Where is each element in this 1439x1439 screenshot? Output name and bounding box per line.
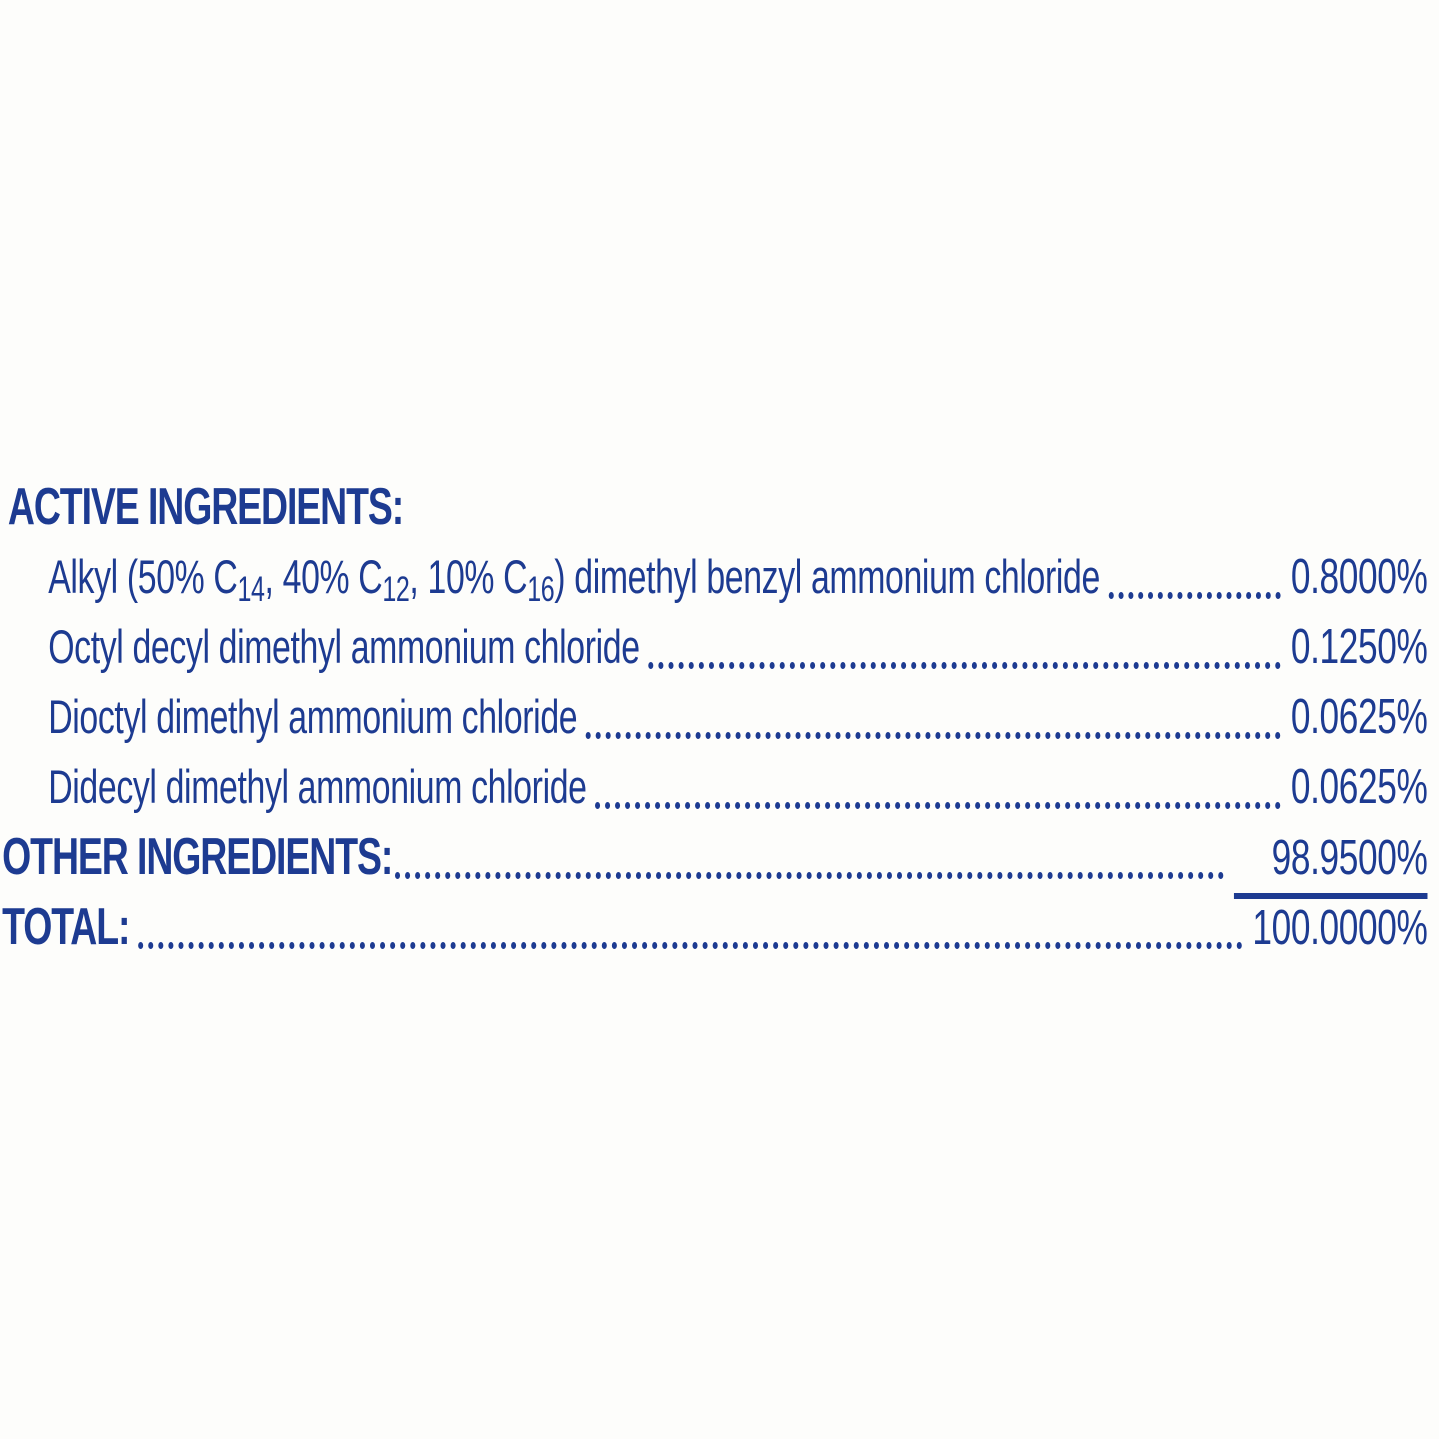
ingredient-name: Alkyl (50% C14, 40% C12, 10% C16) dimeth…	[48, 550, 1100, 609]
ingredient-row-didecyl: Didecyl dimethyl ammonium chloride 0.062…	[0, 752, 1439, 822]
dot-leader	[138, 942, 1243, 949]
dot-leader	[395, 872, 1225, 879]
ingredient-percentage: 0.0625%	[1290, 760, 1428, 814]
active-ingredients-header-row: ACTIVE INGREDIENTS:	[0, 472, 1439, 542]
dot-leader	[648, 662, 1281, 669]
total-percentage: 100.0000%	[1252, 901, 1428, 955]
ingredient-name: Dioctyl dimethyl ammonium chloride	[48, 690, 578, 743]
ingredient-percentage: 0.0625%	[1290, 690, 1428, 744]
total-heading: TOTAL:	[2, 898, 130, 956]
ingredient-row-octyl-decyl: Octyl decyl dimethyl ammonium chloride 0…	[0, 612, 1439, 682]
dot-leader	[595, 802, 1281, 809]
total-row: TOTAL: 100.0000%	[0, 892, 1439, 962]
ingredient-percentage: 0.1250%	[1290, 620, 1428, 674]
ingredients-label: ACTIVE INGREDIENTS: Alkyl (50% C14, 40% …	[0, 472, 1439, 962]
other-ingredients-row: OTHER INGREDIENTS: 98.9500%	[0, 822, 1439, 899]
dot-leader	[1108, 592, 1281, 599]
ingredient-row-dioctyl: Dioctyl dimethyl ammonium chloride 0.062…	[0, 682, 1439, 752]
active-ingredients-heading: ACTIVE INGREDIENTS:	[7, 478, 404, 536]
ingredient-name: Didecyl dimethyl ammonium chloride	[48, 760, 587, 813]
ingredient-row-alkyl: Alkyl (50% C14, 40% C12, 10% C16) dimeth…	[0, 542, 1439, 612]
other-ingredients-percentage: 98.9500%	[1234, 823, 1428, 899]
dot-leader	[585, 732, 1281, 739]
ingredient-name: Octyl decyl dimethyl ammonium chloride	[48, 620, 640, 673]
ingredient-percentage: 0.8000%	[1290, 550, 1428, 604]
other-ingredients-heading: OTHER INGREDIENTS:	[2, 828, 393, 886]
